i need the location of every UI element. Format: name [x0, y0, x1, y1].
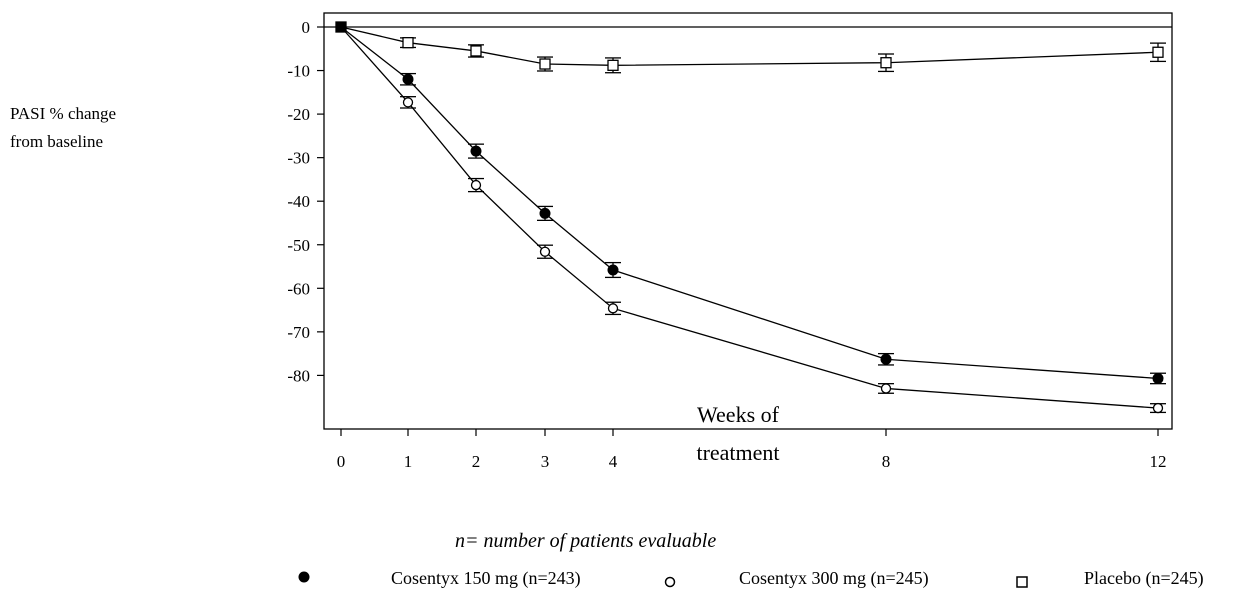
- y-axis-label: PASI % change from baseline: [10, 100, 116, 156]
- data-point: [880, 353, 892, 365]
- data-point: [607, 303, 619, 314]
- data-point: [1152, 402, 1164, 414]
- y-tick-label: -30: [287, 149, 310, 168]
- data-point: [880, 57, 892, 69]
- legend-label-cosentyx-150: Cosentyx 150 mg (n=243): [391, 568, 581, 588]
- x-tick-label: 2: [472, 452, 481, 471]
- data-point: [470, 179, 482, 191]
- axes: [323, 12, 1173, 430]
- data-point: [402, 97, 414, 108]
- x-tick-label: 12: [1150, 452, 1167, 471]
- y-axis-ticks: 0 -10 -20 -30 -40 -50 -60 -70 -80: [287, 18, 324, 385]
- series-2: [335, 21, 1166, 414]
- data-point: [539, 58, 551, 70]
- x-axis-title-line1: Weeks of: [697, 402, 780, 427]
- legend-label-cosentyx-300: Cosentyx 300 mg (n=245): [739, 568, 929, 588]
- data-point: [607, 59, 619, 71]
- x-axis-ticks: 0 1 2 3 4 8 12: [337, 429, 1167, 471]
- data-point: [470, 145, 482, 157]
- x-tick-label: 0: [337, 452, 346, 471]
- x-axis-title-line2: treatment: [696, 440, 779, 465]
- y-tick-label: -10: [287, 62, 310, 81]
- y-tick-label: -50: [287, 236, 310, 255]
- y-axis-label-line2: from baseline: [10, 132, 103, 151]
- series-line: [340, 26, 1159, 66]
- data-point: [607, 264, 619, 276]
- data-point: [402, 37, 414, 49]
- x-tick-label: 4: [609, 452, 618, 471]
- y-tick-label: -80: [287, 366, 310, 385]
- y-tick-label: -20: [287, 105, 310, 124]
- data-point: [880, 383, 892, 394]
- y-tick-label: -60: [287, 279, 310, 298]
- x-tick-label: 3: [541, 452, 550, 471]
- data-point: [1152, 46, 1164, 58]
- data-point: [539, 207, 551, 219]
- data-point: [1152, 372, 1164, 384]
- y-tick-label: -70: [287, 323, 310, 342]
- data-point: [539, 246, 551, 257]
- series-line: [340, 26, 1159, 380]
- series-line: [340, 26, 1159, 409]
- legend-marker-open-circle: [664, 576, 676, 588]
- y-tick-label: 0: [302, 18, 311, 37]
- legend-marker-open-square: [1016, 576, 1028, 588]
- legend-marker-filled-circle: [298, 571, 310, 583]
- y-axis-label-line1: PASI % change: [10, 104, 117, 123]
- legend-label-placebo: Placebo (n=245): [1084, 568, 1204, 588]
- plot-frame: [323, 12, 1173, 430]
- evaluable-note: n= number of patients evaluable: [455, 530, 717, 552]
- x-tick-label: 1: [404, 452, 413, 471]
- y-tick-label: -40: [287, 192, 310, 211]
- x-tick-label: 8: [882, 452, 891, 471]
- series-1: [335, 21, 1166, 385]
- data-point: [402, 73, 414, 85]
- series-layer: [335, 21, 1166, 414]
- series-3: [335, 21, 1166, 74]
- data-point: [335, 21, 347, 33]
- data-point: [470, 45, 482, 57]
